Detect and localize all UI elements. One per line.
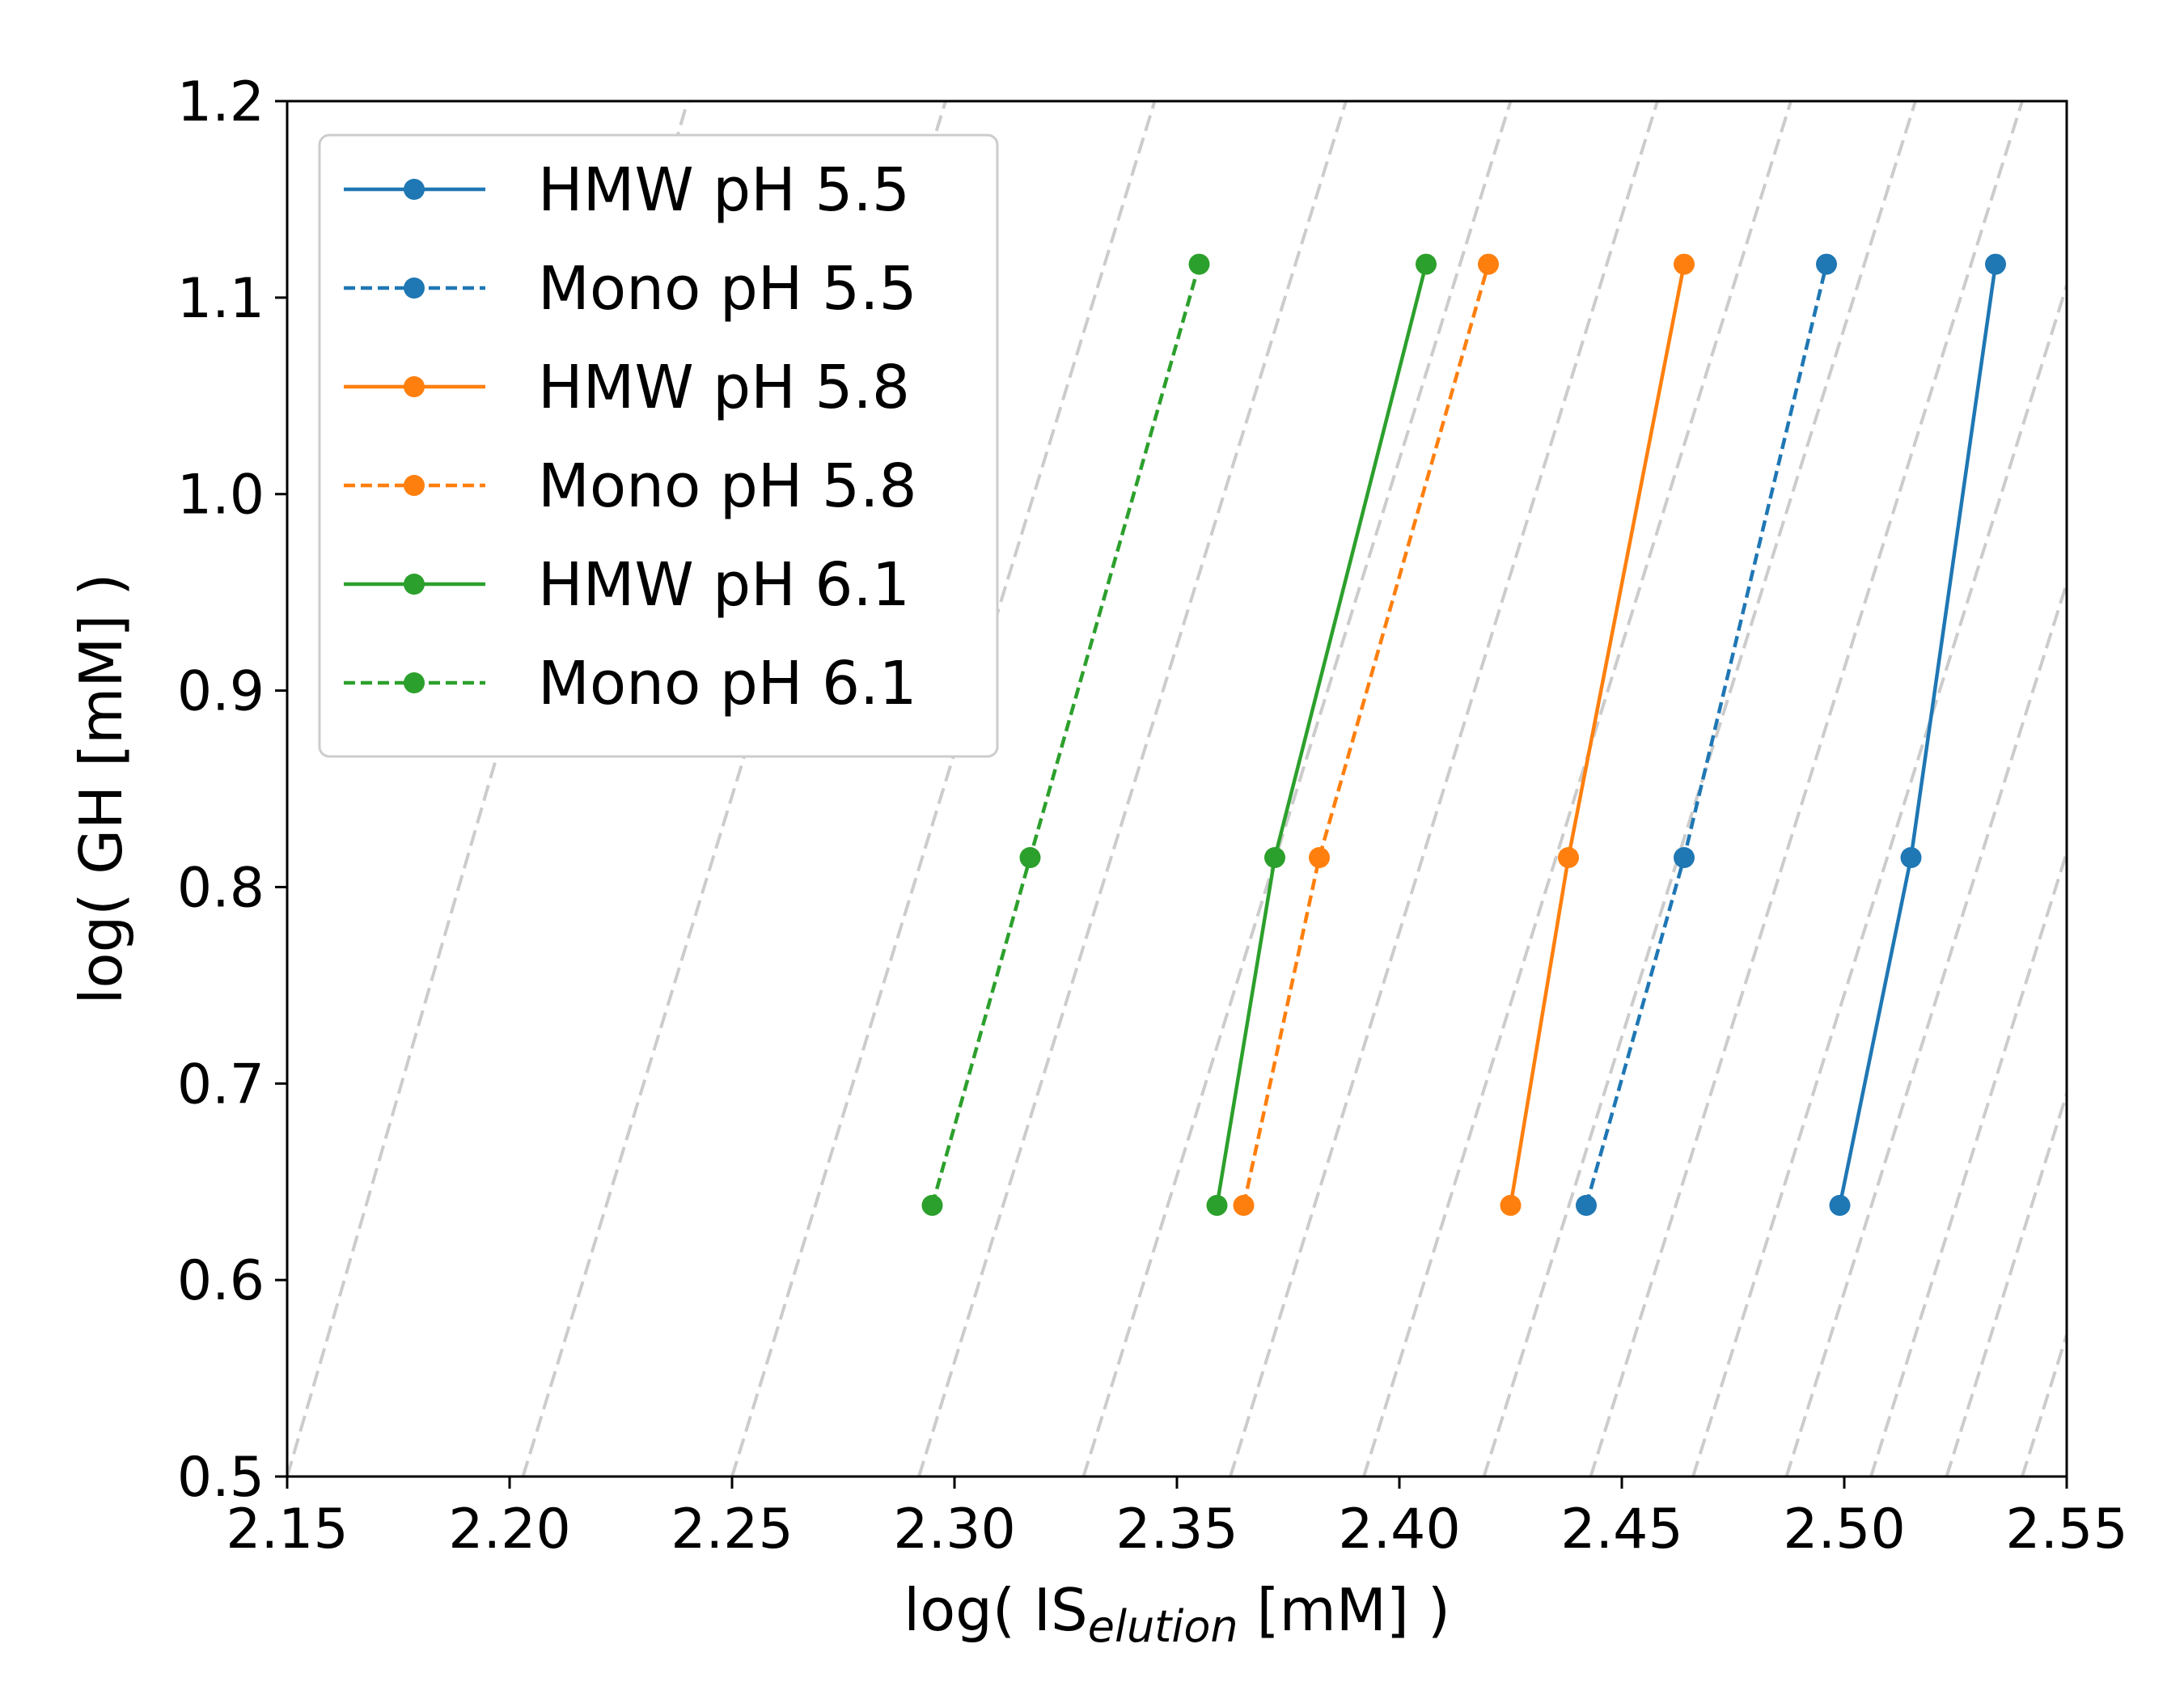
y-tick-label: 0.6 [177, 1249, 265, 1313]
series-mono-ph-5-8 [1233, 253, 1499, 1216]
data-point [1816, 253, 1837, 275]
legend-swatch-marker [404, 672, 425, 693]
data-point [1264, 847, 1285, 868]
legend-item: Mono pH 6.1 [344, 649, 917, 718]
x-tick-label: 2.50 [1783, 1498, 1905, 1561]
y-axis: 0.5 0.6 0.7 0.8 0.9 1.0 1.1 1.2 [177, 70, 287, 1510]
x-tick-label: 2.45 [1560, 1498, 1682, 1561]
data-point [1309, 847, 1330, 868]
data-point [1576, 1194, 1597, 1216]
reference-line-12 [1945, 1088, 2067, 1477]
legend-item: Mono pH 5.8 [344, 451, 917, 521]
x-tick-label: 2.25 [671, 1498, 793, 1561]
reference-line-3 [917, 101, 1348, 1477]
reference-line-9 [1691, 280, 2067, 1477]
legend-label: Mono pH 5.5 [538, 254, 917, 324]
y-tick-label: 0.9 [177, 660, 265, 724]
data-point [1900, 847, 1922, 868]
data-point [1416, 253, 1437, 275]
legend-swatch-marker [404, 475, 425, 496]
x-tick-label: 2.55 [2005, 1498, 2127, 1561]
series-mono-ph-6-1 [921, 253, 1210, 1216]
y-tick-label: 1.2 [177, 70, 265, 134]
reference-line-5 [1229, 101, 1659, 1477]
series-hmw-ph-5-5 [1829, 253, 2006, 1216]
x-tick-label: 2.30 [893, 1498, 1015, 1561]
series-layer [921, 253, 2006, 1216]
reference-line-11 [1869, 847, 2067, 1477]
legend-item: HMW pH 5.5 [344, 155, 910, 225]
data-point [1985, 253, 2006, 275]
reference-line-8 [1589, 101, 2024, 1477]
series-hmw-ph-6-1 [1206, 253, 1437, 1216]
data-point [1478, 253, 1499, 275]
y-tick-label: 0.5 [177, 1446, 265, 1510]
legend-item: Mono pH 5.5 [344, 254, 917, 324]
legend-item: HMW pH 5.8 [344, 353, 910, 422]
x-tick-label: 2.15 [226, 1498, 348, 1561]
x-tick-label: 2.40 [1338, 1498, 1460, 1561]
data-point [1674, 847, 1695, 868]
legend-swatch-marker [404, 179, 425, 200]
legend-label: Mono pH 6.1 [538, 649, 917, 718]
legend-label: HMW pH 6.1 [538, 550, 910, 620]
x-axis: 2.15 2.20 2.25 2.30 2.35 2.40 2.45 2.50 2.55 [226, 1477, 2128, 1561]
x-axis-label: log( ISelution [mM] ) [904, 1576, 1450, 1652]
legend-label: HMW pH 5.5 [538, 155, 910, 225]
series-mono-ph-5-5 [1576, 253, 1837, 1216]
legend-swatch-marker [404, 278, 425, 299]
data-point [1019, 847, 1041, 868]
data-point [1674, 253, 1695, 275]
data-point [1500, 1194, 1522, 1216]
y-tick-label: 1.0 [177, 464, 265, 527]
x-tick-label: 2.35 [1115, 1498, 1238, 1561]
legend-swatch-marker [404, 376, 425, 397]
x-tick-label: 2.20 [448, 1498, 570, 1561]
legend-label: HMW pH 5.8 [538, 353, 910, 422]
data-point [1233, 1194, 1255, 1216]
series-line-mono-ph-5-8 [1242, 263, 1491, 1206]
reference-line-7 [1482, 101, 1917, 1477]
y-tick-label: 0.7 [177, 1053, 265, 1116]
data-point [1829, 1194, 1851, 1216]
reference-line-0 [287, 101, 689, 1477]
data-point [1206, 1194, 1228, 1216]
legend-frame [318, 133, 999, 758]
legend: HMW pH 5.5 Mono pH 5.5 HMW pH 5.8 Mono pH 5… [318, 133, 999, 758]
reference-line-2 [730, 101, 1157, 1477]
reference-line-10 [1784, 578, 2067, 1477]
reference-line-6 [1362, 101, 1792, 1477]
series-hmw-ph-5-8 [1500, 253, 1695, 1216]
data-point [1558, 847, 1579, 868]
y-tick-label: 1.1 [177, 267, 265, 331]
reference-line-4 [1081, 101, 1513, 1477]
legend-swatch-marker [404, 574, 425, 595]
legend-label: Mono pH 5.8 [538, 451, 917, 521]
data-point [921, 1194, 943, 1216]
data-point [1188, 253, 1210, 275]
legend-item: HMW pH 6.1 [344, 550, 910, 620]
y-tick-label: 0.8 [177, 856, 265, 920]
y-axis-label: log( GH [mM] ) [67, 574, 135, 1005]
